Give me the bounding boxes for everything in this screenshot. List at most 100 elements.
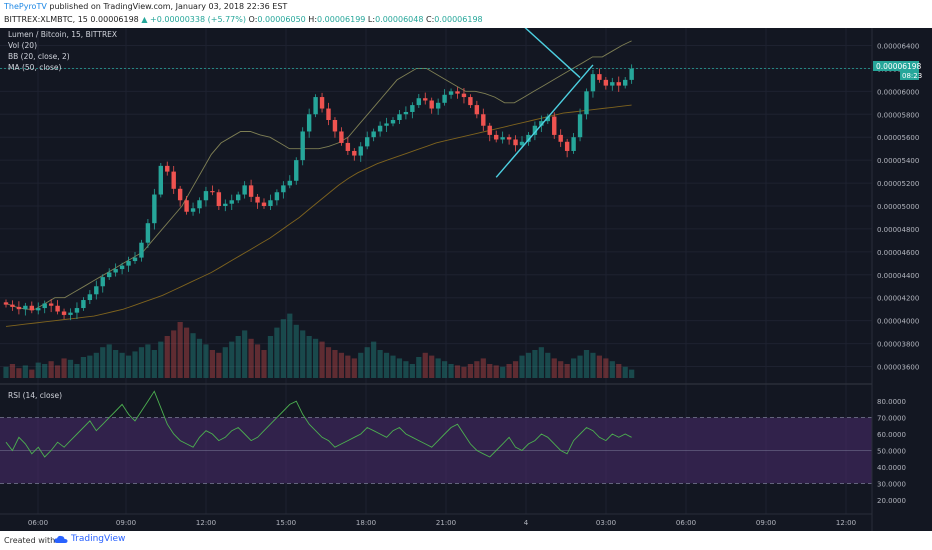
volume-bar	[506, 364, 512, 378]
candle-body	[294, 160, 299, 181]
time-tick-label: 18:00	[356, 519, 376, 527]
volume-bar	[351, 358, 357, 378]
tradingview-logo[interactable]: TradingView	[54, 534, 125, 544]
volume-bar	[358, 352, 364, 378]
time-tick-label: 21:00	[436, 519, 456, 527]
volume-bar	[545, 352, 551, 378]
candle-body	[442, 94, 447, 103]
legend-title[interactable]: Lumen / Bitcoin, 15, BITTREX	[8, 30, 117, 39]
price-axis[interactable]: 0.00003600 0.00003800 0.00004000 0.00004200…	[877, 42, 919, 504]
volume-bar	[467, 364, 473, 378]
published-text: published on TradingView.com, January 03…	[49, 2, 288, 11]
cloud-icon	[54, 535, 68, 543]
volume-bar	[500, 366, 506, 378]
candle-body	[448, 91, 454, 95]
volume-bar	[267, 336, 274, 378]
trendlines[interactable]	[495, 28, 594, 178]
candle-body	[100, 277, 105, 287]
volume-bar	[538, 347, 544, 378]
volume-bar	[442, 361, 448, 378]
candle-body	[48, 303, 54, 306]
candle-body	[74, 308, 80, 313]
volume-bar	[190, 333, 196, 378]
volume-bar	[345, 355, 351, 378]
rsi-tick-label: 60.0000	[877, 431, 906, 439]
candle-body	[190, 208, 196, 212]
rsi-tick-label: 40.0000	[877, 464, 906, 472]
legend-bb[interactable]: BB (20, close, 2)	[8, 52, 70, 61]
candle-body	[345, 142, 351, 151]
volume-bar	[377, 350, 383, 378]
candle-body	[558, 134, 563, 142]
ohlc-c-label: C:	[425, 15, 435, 24]
candle-body	[629, 68, 634, 80]
volume-bars	[3, 313, 635, 378]
candle-body	[371, 131, 376, 138]
candle-body	[119, 265, 125, 270]
candle-body	[326, 108, 331, 120]
volume-bar	[364, 347, 370, 378]
price-tick-label: 0.00004600	[877, 249, 919, 257]
legend-rsi[interactable]: RSI (14, close)	[8, 391, 62, 400]
legend-ma[interactable]: MA (50, close)	[8, 63, 62, 72]
volume-bar	[261, 350, 267, 378]
volume-bar	[338, 352, 344, 378]
candle-body	[500, 137, 505, 140]
tradingview-brand: TradingView	[71, 534, 126, 544]
volume-bar	[55, 365, 61, 378]
candle-body	[358, 146, 363, 156]
candle-body	[584, 91, 589, 115]
volume-bar	[100, 347, 106, 378]
price-tick-label: 0.00003600	[877, 364, 919, 372]
volume-bar	[209, 350, 215, 378]
candle-body	[564, 141, 570, 151]
candle-body	[87, 294, 93, 301]
author-link[interactable]: ThePyroTV	[4, 2, 47, 11]
candle-body	[577, 114, 583, 138]
candle-body	[36, 308, 41, 311]
candle-body	[94, 286, 99, 295]
last-price-tag: 0.00006198 08:23	[873, 61, 922, 80]
volume-bar	[87, 355, 93, 378]
candle-body	[435, 102, 441, 109]
candle-body	[474, 105, 480, 115]
candle-body	[177, 188, 183, 201]
volume-bar	[332, 350, 338, 378]
price-tick-label: 0.00004000	[877, 318, 919, 326]
time-axis[interactable]: 06:00 09:00 12:00 15:00 18:00 21:00 4 03:00 06:0…	[28, 519, 856, 527]
candle-body	[455, 91, 460, 94]
time-tick-label: 09:00	[116, 519, 136, 527]
volume-bar	[106, 344, 112, 378]
candle-body	[261, 202, 267, 206]
volume-bar	[313, 338, 319, 378]
chart-canvas[interactable]: 0.00003600 0.00003800 0.00004000 0.00004200…	[0, 28, 932, 531]
candle-body	[332, 120, 338, 132]
candle-body	[68, 312, 73, 315]
volume-bar	[158, 341, 164, 378]
volume-bar	[16, 368, 22, 378]
volume-bar	[448, 364, 454, 378]
candle-body	[268, 200, 273, 206]
candle-body	[197, 200, 202, 209]
volume-bar	[9, 364, 16, 378]
volume-bar	[525, 352, 532, 378]
candle-body	[255, 196, 260, 203]
ohlc-o: 0.00006050	[257, 15, 306, 24]
candle-body	[377, 125, 383, 132]
volume-bar	[274, 327, 280, 378]
candle-body	[339, 131, 344, 143]
wedge-lower-trendline	[495, 64, 594, 178]
candle-body	[513, 139, 518, 146]
volume-bar	[493, 365, 499, 378]
candle-body	[468, 97, 473, 106]
candle-body	[590, 74, 596, 92]
candle-body	[203, 191, 209, 201]
volume-bar	[177, 322, 183, 378]
volume-bar	[558, 361, 564, 378]
legend-vol[interactable]: Vol (20)	[8, 41, 37, 50]
volume-bar	[325, 347, 332, 378]
volume-bar	[42, 364, 48, 378]
price-tick-label: 0.00005400	[877, 157, 919, 165]
price-tick-label: 0.00003800	[877, 341, 919, 349]
candle-body	[287, 180, 292, 186]
